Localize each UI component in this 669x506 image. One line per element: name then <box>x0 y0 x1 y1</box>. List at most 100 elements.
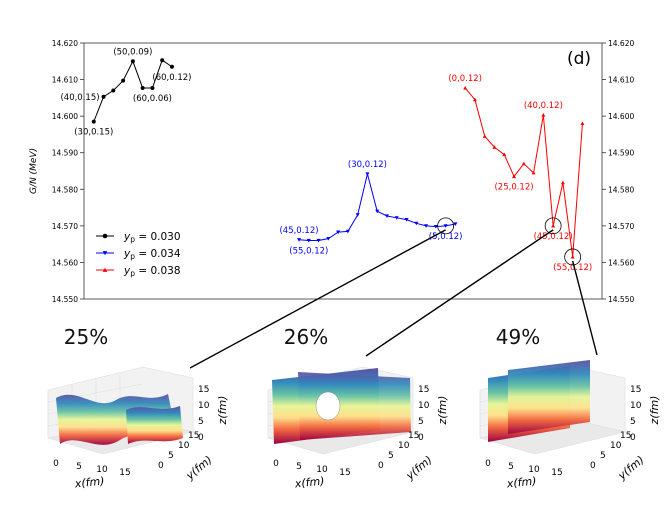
y-tick-label-right: 14.570 <box>608 222 634 231</box>
point-annotation: (40,0.15) <box>60 93 99 103</box>
y-tick-label-right: 14.590 <box>608 149 634 158</box>
inset-percent: 26% <box>284 325 328 349</box>
data-point <box>102 95 106 99</box>
data-point <box>551 224 555 228</box>
y-tick-label-left: 14.550 <box>52 295 78 304</box>
inset-percent: 49% <box>496 325 540 349</box>
data-point <box>111 89 115 93</box>
x-tick-label: 5 <box>76 462 82 472</box>
legend: yp = 0.030 yp = 0.034 yp = 0.038 <box>96 231 181 278</box>
data-point <box>92 120 96 124</box>
data-point <box>463 86 467 90</box>
x-tick-label: 5 <box>508 462 514 472</box>
z-axis-label: z(fm) <box>436 396 449 426</box>
data-point <box>580 121 584 125</box>
connector-line <box>573 261 597 355</box>
series-line <box>94 60 172 121</box>
point-annotation: (55,0.12) <box>553 263 592 273</box>
y-tick-label-left: 14.580 <box>52 185 78 194</box>
data-point <box>483 134 487 138</box>
surface <box>126 406 183 444</box>
y-tick-label-right: 14.560 <box>608 258 634 267</box>
point-annotation: (55,0.12) <box>289 246 328 256</box>
data-point <box>541 113 545 117</box>
y-tick-label: 5 <box>600 451 606 461</box>
y-tick-label-right: 14.600 <box>608 112 634 121</box>
main-chart: 14.550 14.560 14.570 14.580 14.590 14.600 14.6… <box>29 39 634 304</box>
point-annotation: (60,0.06) <box>133 94 172 104</box>
surface-hole <box>316 392 340 420</box>
data-point <box>522 162 526 166</box>
z-tick-label: 5 <box>198 417 204 427</box>
point-annotation: (60,0.12) <box>152 73 191 83</box>
x-tick-label: 10 <box>96 465 108 475</box>
z-tick-label: 5 <box>630 417 636 427</box>
y-tick-label: 0 <box>158 461 164 471</box>
data-point <box>150 86 154 90</box>
series-line <box>299 174 455 241</box>
y-axis-label: y(fm) <box>183 453 215 483</box>
z-tick-label: 10 <box>198 401 210 411</box>
y-tick-label: 10 <box>610 441 622 451</box>
y-tick-label-right: 14.620 <box>608 39 634 48</box>
z-tick-label: 0 <box>418 433 424 443</box>
y-axis-right: 14.550 14.560 14.570 14.580 14.590 14.600 14.6… <box>602 39 634 304</box>
legend-item: yp = 0.030 <box>96 231 181 244</box>
z-tick-label: 15 <box>630 385 641 395</box>
point-annotation: (50,0.09) <box>113 47 152 57</box>
z-tick-label: 0 <box>630 433 636 443</box>
point-annotation: (45,0.12) <box>534 232 573 242</box>
y-tick-label: 5 <box>388 451 394 461</box>
y-tick-label: 5 <box>168 451 174 461</box>
z-tick-label: 15 <box>418 385 429 395</box>
y-axis-left: 14.550 14.560 14.570 14.580 14.590 14.600 14.6… <box>52 39 84 304</box>
x-tick-label: 5 <box>296 462 302 472</box>
data-point <box>561 181 565 185</box>
z-axis-label: z(fm) <box>216 396 229 426</box>
y-tick-label: 0 <box>378 461 384 471</box>
point-annotation: (0,0.12) <box>448 74 482 84</box>
y-tick-label-left: 14.570 <box>52 222 78 231</box>
legend-label: yp = 0.034 <box>123 248 181 261</box>
point-annotation: (30,0.12) <box>348 160 387 170</box>
x-tick-label: 0 <box>53 459 59 469</box>
x-tick-label: 15 <box>551 468 562 478</box>
surface <box>298 372 411 440</box>
y-tick-label-left: 14.620 <box>52 39 78 48</box>
point-annotation: (25,0.12) <box>494 182 533 192</box>
surface <box>508 360 590 434</box>
x-axis-label: x(fm) <box>73 475 105 491</box>
point-annotation: (45,0.12) <box>279 226 318 236</box>
data-point <box>141 86 145 90</box>
y-tick-label-right: 14.580 <box>608 185 634 194</box>
data-point <box>131 59 135 63</box>
x-axis-label: x(fm) <box>505 475 537 491</box>
z-tick-label: 5 <box>418 417 424 427</box>
y-axis-label: y(fm) <box>403 453 435 483</box>
series-yp=0.030 <box>92 58 174 123</box>
x-tick-label: 15 <box>339 468 350 478</box>
z-tick-label: 10 <box>630 401 642 411</box>
insets: 25%0 5 10 15051015051015x(fm)y(fm)z(fm)26%0… <box>48 325 661 491</box>
x-tick-label: 0 <box>273 459 279 469</box>
x-tick-label: 10 <box>528 465 540 475</box>
y-tick-label: 10 <box>398 441 410 451</box>
legend-item: yp = 0.038 <box>96 265 181 278</box>
data-point <box>160 58 164 62</box>
legend-label: yp = 0.038 <box>123 265 181 278</box>
z-tick-label: 0 <box>198 433 204 443</box>
y-tick-label-right: 14.550 <box>608 295 634 304</box>
x-axis-label: x(fm) <box>293 475 325 491</box>
y-tick-label-left: 14.560 <box>52 258 78 267</box>
inset-percent: 25% <box>64 325 108 349</box>
legend-item: yp = 0.034 <box>96 248 181 261</box>
figure-svg: 14.550 14.560 14.570 14.580 14.590 14.600 14.6… <box>0 0 669 502</box>
y-tick-label-left: 14.610 <box>52 76 78 85</box>
y-tick-label: 0 <box>590 461 596 471</box>
figure: 14.550 14.560 14.570 14.580 14.590 14.600 14.6… <box>0 0 669 502</box>
z-axis-label: z(fm) <box>648 396 661 426</box>
data-point <box>103 234 108 239</box>
y-tick-label-right: 14.610 <box>608 76 634 85</box>
